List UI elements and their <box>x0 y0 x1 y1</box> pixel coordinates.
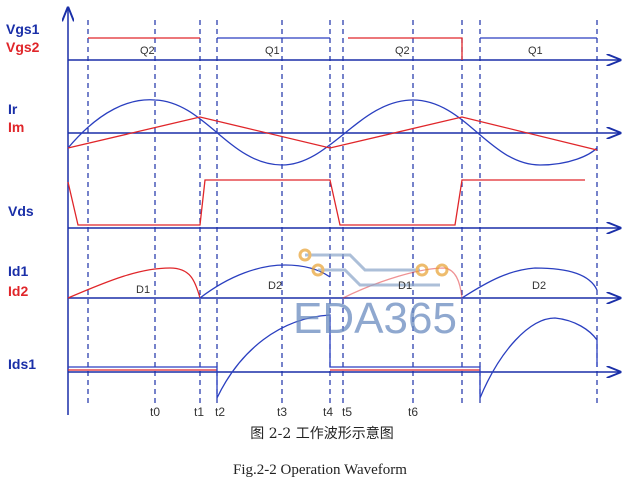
segment-label: D1 <box>398 280 412 292</box>
time-label: t6 <box>408 405 418 419</box>
signal-label: Vgs2 <box>6 39 40 55</box>
caption-en: Fig.2-2 Operation Waveform <box>233 462 407 478</box>
signal-label: Vgs1 <box>6 21 40 37</box>
segment-label: D2 <box>532 280 546 292</box>
caption-cn: 图 2-2 工作波形示意图 <box>250 425 393 442</box>
time-label: t2 <box>215 405 225 419</box>
time-markers <box>87 20 598 405</box>
time-label: t5 <box>342 405 352 419</box>
signal-label: Ir <box>8 101 18 117</box>
time-label: t4 <box>323 405 333 419</box>
axes <box>68 8 620 415</box>
segment-label: D2 <box>268 280 282 292</box>
signal-label: Vds <box>8 203 34 219</box>
signal-label: Im <box>8 119 24 135</box>
time-label: t1 <box>194 405 204 419</box>
watermark: EDA365 <box>293 294 457 343</box>
time-label: t0 <box>150 405 160 419</box>
watermark-circuit <box>298 248 449 287</box>
segment-label: Q1 <box>265 45 280 57</box>
signal-label: Ids1 <box>8 356 36 372</box>
segment-label: Q1 <box>528 45 543 57</box>
segment-label: Q2 <box>140 45 155 57</box>
signal-label: Id2 <box>8 283 28 299</box>
signal-label: Id1 <box>8 263 28 279</box>
segment-label: D1 <box>136 284 150 296</box>
waveforms <box>67 37 598 399</box>
time-label: t3 <box>277 405 287 419</box>
segment-label: Q2 <box>395 45 410 57</box>
